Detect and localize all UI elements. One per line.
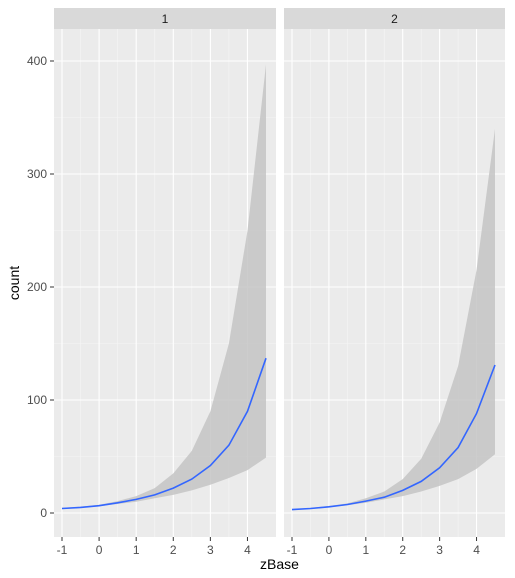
confidence-ribbon xyxy=(62,64,266,510)
fit-point xyxy=(80,507,82,509)
confidence-ribbon xyxy=(292,128,495,511)
x-tick-label: 0 xyxy=(326,543,333,557)
x-tick-label: 4 xyxy=(473,543,480,557)
x-tick-label: 1 xyxy=(133,543,140,557)
y-axis-title: count xyxy=(6,266,22,300)
x-tick-label: 2 xyxy=(170,543,177,557)
x-tick-label: 1 xyxy=(362,543,369,557)
fit-point xyxy=(191,478,193,480)
fit-point xyxy=(247,411,249,413)
y-tick-label: 0 xyxy=(40,506,47,520)
facet-strip xyxy=(284,8,505,29)
fit-point xyxy=(61,508,63,510)
x-tick-label: -1 xyxy=(287,543,298,557)
fit-point xyxy=(328,506,330,508)
x-axis-title: zBase xyxy=(260,556,299,572)
x-tick-label: 3 xyxy=(207,543,214,557)
y-tick-label: 300 xyxy=(27,167,47,181)
facet-panel-1: 1 -1 0 1 2 3 4 xyxy=(54,8,276,557)
facet-strip-label: 2 xyxy=(391,12,398,26)
fit-point xyxy=(383,496,385,498)
fit-point xyxy=(439,467,441,469)
facet-strip xyxy=(54,8,276,29)
x-tick-label: 2 xyxy=(399,543,406,557)
fit-point xyxy=(347,504,349,506)
fit-point xyxy=(291,509,293,511)
fit-line xyxy=(61,357,267,510)
fit-point xyxy=(265,357,267,359)
fit-point xyxy=(228,444,230,446)
fit-point xyxy=(135,499,137,501)
fit-point xyxy=(154,494,156,496)
x-tick-label: 4 xyxy=(244,543,251,557)
fit-point xyxy=(476,413,478,415)
fit-line xyxy=(291,364,496,511)
x-tick-label: -1 xyxy=(57,543,68,557)
fit-point xyxy=(402,490,404,492)
fit-point xyxy=(117,502,119,504)
fit-point xyxy=(365,500,367,502)
fit-point xyxy=(457,447,459,449)
y-tick-label: 400 xyxy=(27,54,47,68)
x-tick-label: 3 xyxy=(436,543,443,557)
y-tick-label: 100 xyxy=(27,393,47,407)
facet-strip-label: 1 xyxy=(162,12,169,26)
y-tick-label: 200 xyxy=(27,280,47,294)
fit-point xyxy=(98,505,100,507)
x-tick-label: 0 xyxy=(96,543,103,557)
fit-point xyxy=(210,465,212,467)
facet-panel-2: 2 -1 0 1 2 3 4 xyxy=(284,8,505,557)
fit-point xyxy=(420,481,422,483)
fit-point xyxy=(494,364,496,366)
fit-point xyxy=(172,487,174,489)
fit-point xyxy=(310,508,312,510)
